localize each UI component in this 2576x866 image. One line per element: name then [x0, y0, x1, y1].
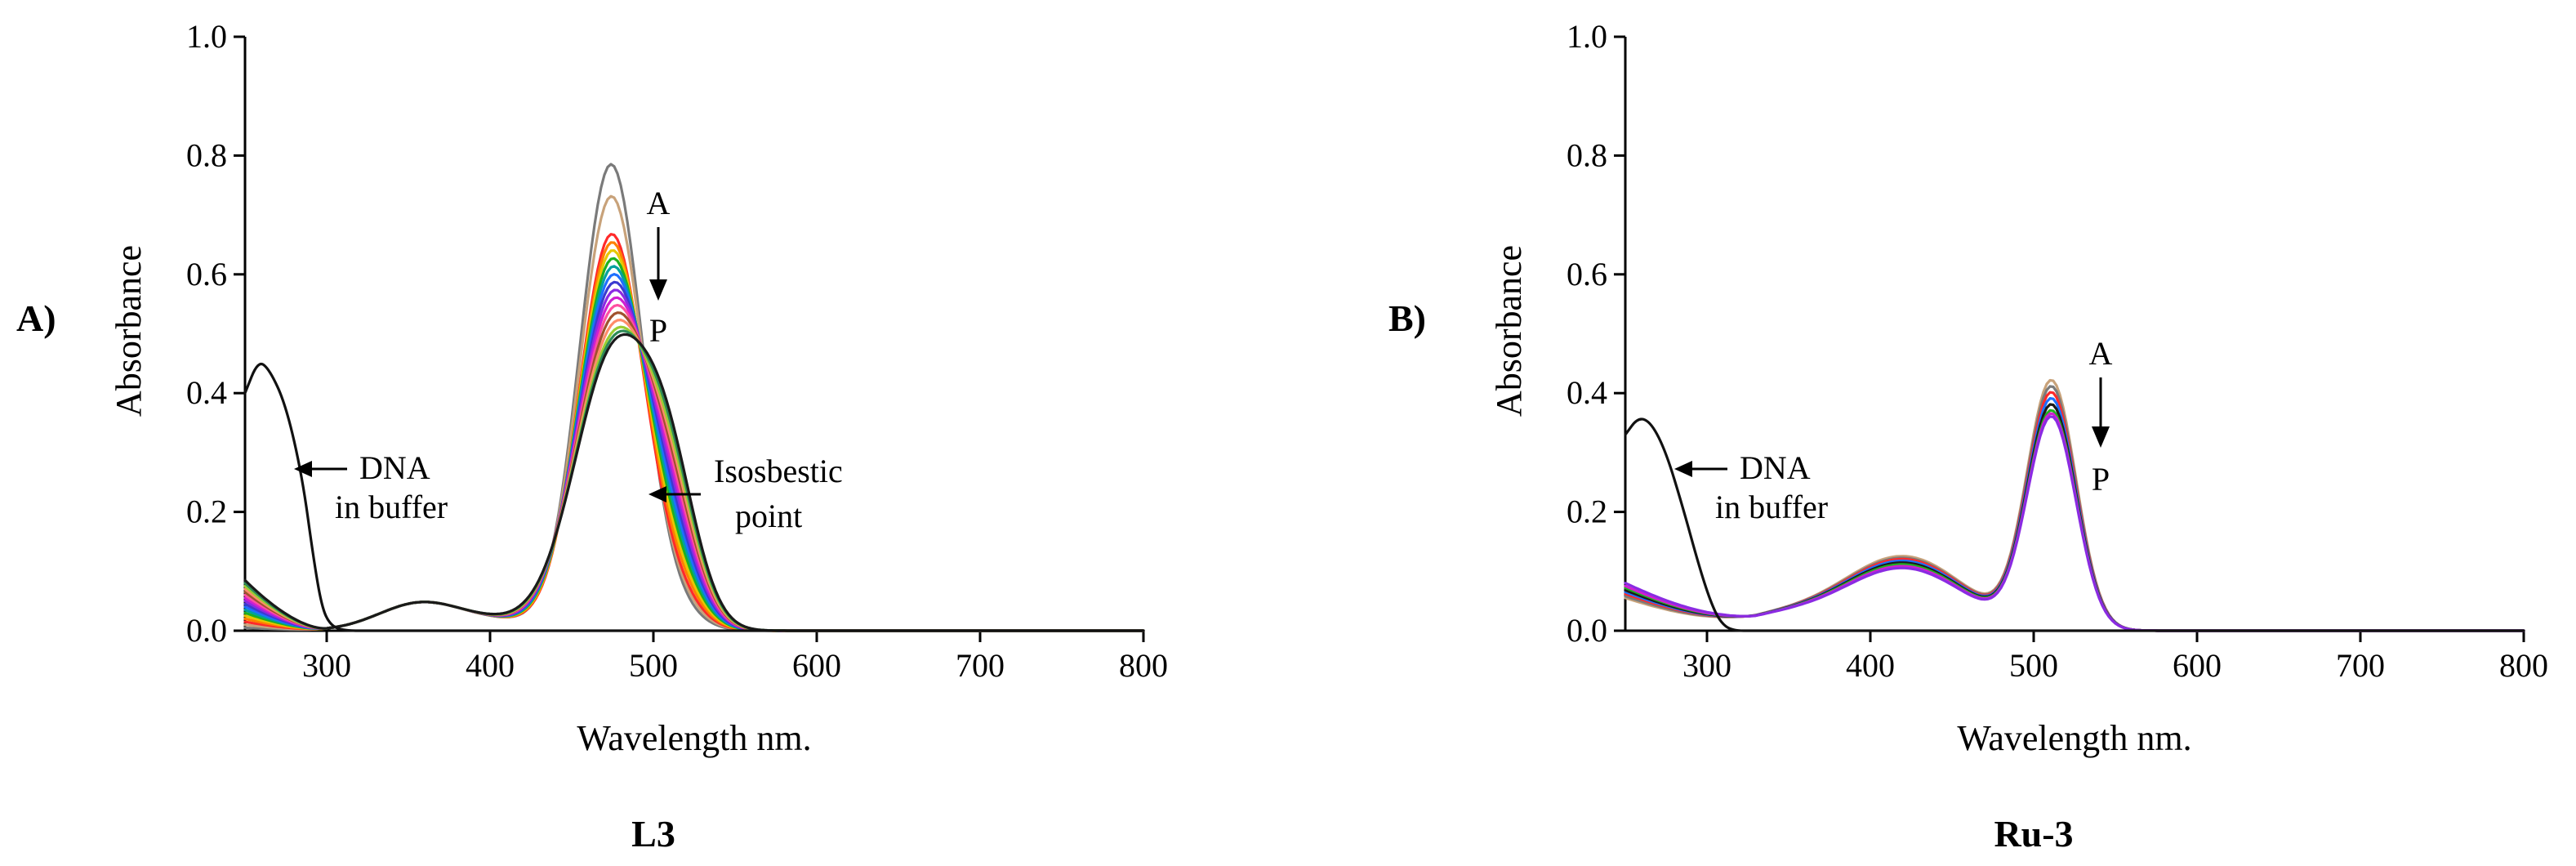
- panel-a-xtick-label: 400: [466, 647, 515, 684]
- panel-a-xtick-label: 500: [629, 647, 678, 684]
- panel-b-dna-arrow-head: [1674, 461, 1692, 477]
- panel-a-dna-label-1: DNA: [359, 449, 430, 486]
- panel-a-ytick-label: 0.8: [186, 136, 227, 173]
- panel-a-ytick-label: 1.0: [186, 18, 227, 55]
- panel-a-ytick-label: 0.0: [186, 612, 227, 649]
- panel-b: B) Absorbance 0.0 0.2 0.4 0.6 0.8 1.0 300 400 50…: [1388, 18, 2548, 855]
- panel-b-xtick-label: 600: [2173, 647, 2222, 684]
- panel-a-iso-label-1: Isosbestic: [714, 453, 843, 489]
- panel-a: A) Absorbance 0.0 0.2 0.4 0.6 0.8 1.0 300 400 50…: [16, 18, 1168, 855]
- panel-b-ytick-label: 0.0: [1567, 612, 1607, 649]
- panel-a-arrow-end-label: P: [649, 312, 667, 349]
- panel-b-arrow-start-label: A: [2089, 335, 2113, 372]
- panel-b-ytick-label: 0.4: [1567, 374, 1607, 411]
- panel-b-dna-label-2: in buffer: [1715, 489, 1828, 525]
- panel-a-xtick-label: 300: [302, 647, 351, 684]
- panel-b-xtick-label: 500: [2009, 647, 2058, 684]
- panel-a-ytick-label: 0.4: [186, 374, 227, 411]
- panel-a-title: L3: [631, 813, 675, 855]
- panel-a-dna-spectrum: [243, 362, 1145, 632]
- panel-a-arrow-start-label: A: [647, 185, 671, 221]
- panel-a-letter: A): [16, 297, 56, 339]
- panel-b-ytick-label: 0.6: [1567, 256, 1607, 292]
- panel-a-xtick-label: 600: [792, 647, 841, 684]
- panel-a-ylabel: Absorbance: [109, 245, 149, 417]
- panel-b-xlabel: Wavelength nm.: [1957, 718, 2191, 758]
- panel-a-iso-label-2: point: [735, 498, 802, 534]
- panel-b-dna-spectrum: [1624, 417, 2525, 632]
- panel-b-xtick-label: 300: [1682, 647, 1731, 684]
- panel-b-xtick-label: 800: [2499, 647, 2548, 684]
- panel-a-ytick-label: 0.2: [186, 493, 227, 530]
- panel-a-ytick-label: 0.6: [186, 256, 227, 292]
- panel-a-xlabel: Wavelength nm.: [577, 718, 811, 758]
- panel-b-title: Ru-3: [1994, 813, 2073, 855]
- panel-a-dna-arrow-head: [294, 461, 312, 477]
- panel-b-ytick-label: 0.2: [1567, 493, 1607, 530]
- panel-b-arrow-end-label: P: [2092, 461, 2110, 498]
- panel-a-titration-spectrum: [243, 265, 1145, 632]
- panel-b-down-arrow-head: [2092, 426, 2110, 448]
- panel-b-ytick-label: 0.8: [1567, 136, 1607, 173]
- panel-b-dna-label-1: DNA: [1740, 449, 1811, 486]
- panel-b-ytick-label: 1.0: [1567, 18, 1607, 55]
- panel-b-xtick-label: 700: [2336, 647, 2385, 684]
- panel-b-xtick-label: 400: [1846, 647, 1895, 684]
- panel-b-ylabel: Absorbance: [1489, 245, 1529, 417]
- panel-a-xtick-label: 800: [1119, 647, 1168, 684]
- panel-a-plot-area: 0.0 0.2 0.4 0.6 0.8 1.0 300 400 500 600 700 800: [186, 18, 1168, 684]
- panel-a-dna-label-2: in buffer: [335, 489, 448, 525]
- panel-a-iso-arrow-head: [648, 486, 666, 502]
- panel-a-xtick-label: 700: [956, 647, 1005, 684]
- panel-a-down-arrow-head: [649, 279, 667, 301]
- panel-b-plot-area: 0.0 0.2 0.4 0.6 0.8 1.0 300 400 500 600 700 800: [1567, 18, 2548, 684]
- panel-b-letter: B): [1388, 297, 1426, 339]
